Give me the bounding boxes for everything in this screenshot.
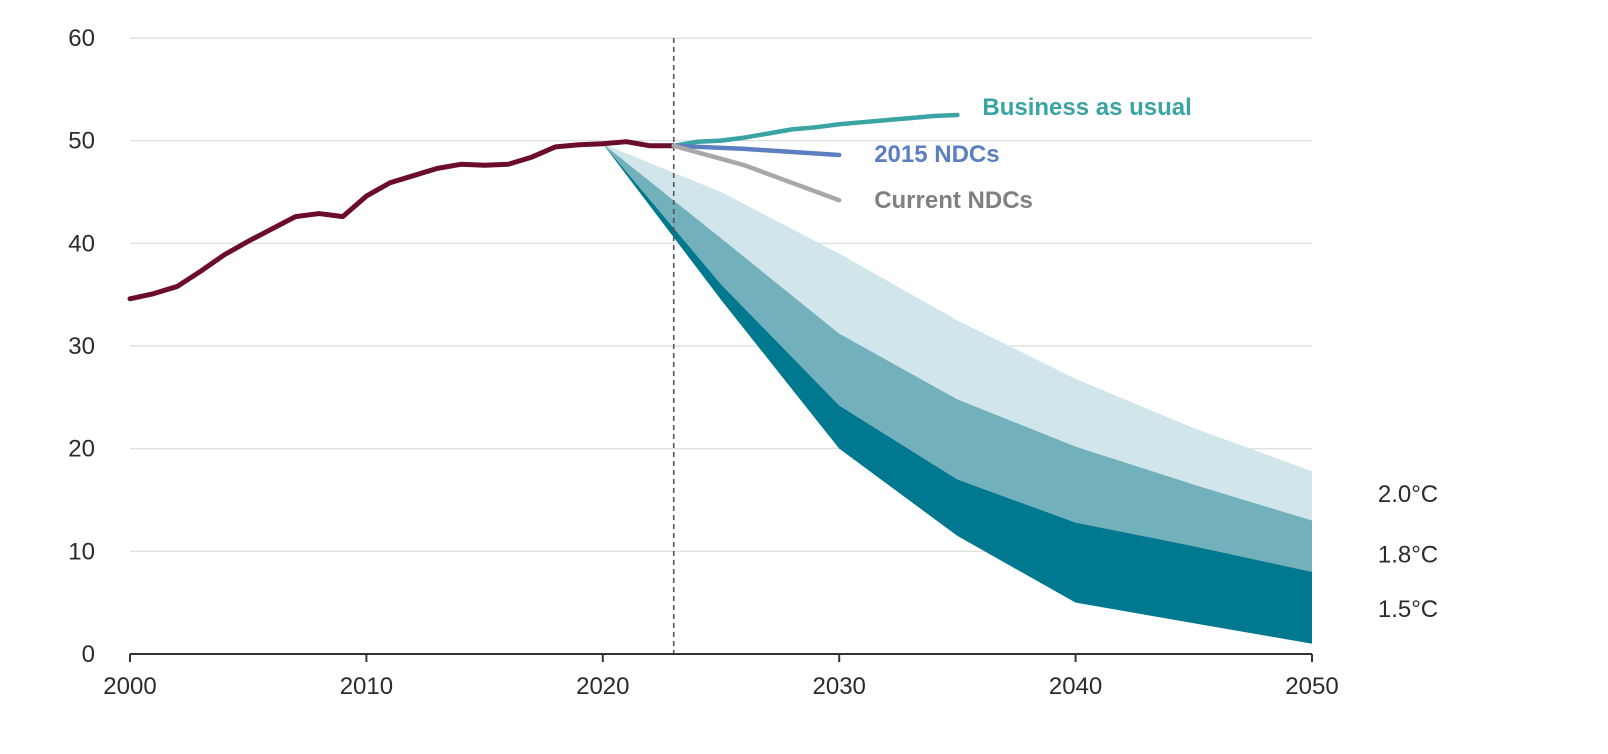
y-tick-label-40: 40 <box>68 230 95 257</box>
y-tick-label-50: 50 <box>68 128 95 155</box>
y-tick-label-0: 0 <box>82 641 95 668</box>
y-tick-label-20: 20 <box>68 436 95 463</box>
y-tick-label-10: 10 <box>68 538 95 565</box>
x-tick-label-2010: 2010 <box>340 673 393 700</box>
band-1-8-c <box>602 143 1312 572</box>
x-tick-label-2020: 2020 <box>576 673 629 700</box>
series-label-ndc-2015: 2015 NDCs <box>874 141 999 168</box>
y-axis-ticks: 0 10 20 30 40 50 60 <box>68 25 95 668</box>
series-line-historical <box>127 139 677 302</box>
x-tick-label-2040: 2040 <box>1049 673 1102 700</box>
x-tick-label-2030: 2030 <box>813 673 866 700</box>
series-label-business-as-usual: Business as usual <box>982 94 1191 121</box>
series-line-ndc-2015 <box>671 143 842 158</box>
y-tick-label-30: 30 <box>68 333 95 360</box>
band-label-2-0-c: 2.0°C <box>1378 481 1438 508</box>
band-labels: 2.0°C 1.8°C 1.5°C <box>1378 481 1438 623</box>
x-tick-label-2000: 2000 <box>103 673 156 700</box>
emission-series <box>127 112 960 302</box>
temperature-bands <box>602 143 1312 644</box>
series-line-current-ndc <box>671 143 842 203</box>
series-line-business-as-usual <box>671 112 960 149</box>
series-labels: Business as usual 2015 NDCs Current NDCs <box>874 94 1192 214</box>
band-label-1-5-c: 1.5°C <box>1378 596 1438 623</box>
band-2-0-c <box>602 143 1312 521</box>
band-1-5-c <box>602 143 1312 644</box>
x-tick-label-2050: 2050 <box>1285 673 1338 700</box>
x-axis-ticks: 2000 2010 2020 2030 2040 2050 <box>103 654 1339 700</box>
y-tick-label-60: 60 <box>68 25 95 52</box>
band-label-1-8-c: 1.8°C <box>1378 541 1438 568</box>
series-label-current-ndc: Current NDCs <box>874 187 1033 214</box>
